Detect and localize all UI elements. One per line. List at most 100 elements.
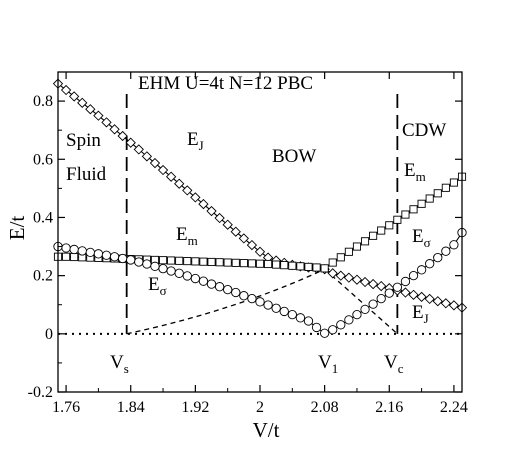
label-vc: Vc bbox=[384, 352, 404, 376]
point-square-41 bbox=[385, 221, 394, 230]
y-tick-label-5: 0.8 bbox=[33, 93, 53, 110]
point-diamond-47 bbox=[432, 296, 443, 307]
point-circle-27 bbox=[271, 303, 281, 313]
point-square-36 bbox=[344, 247, 353, 256]
point-circle-35 bbox=[336, 320, 346, 330]
label-ej-right: EJ bbox=[412, 302, 429, 326]
point-circle-20 bbox=[214, 282, 225, 292]
point-circle-6 bbox=[101, 250, 112, 260]
point-diamond-6 bbox=[101, 117, 112, 128]
point-square-44 bbox=[409, 205, 418, 214]
label-ej-left: EJ bbox=[187, 129, 204, 153]
point-square-17 bbox=[191, 257, 200, 266]
x-tick-label-1: 1.84 bbox=[117, 399, 145, 416]
point-square-43 bbox=[401, 210, 410, 219]
point-circle-33 bbox=[319, 328, 330, 338]
point-circle-49 bbox=[449, 240, 459, 250]
point-circle-9 bbox=[126, 255, 136, 265]
point-diamond-10 bbox=[133, 144, 144, 155]
point-square-15 bbox=[175, 256, 184, 265]
point-square-24 bbox=[247, 259, 256, 268]
point-circle-42 bbox=[392, 282, 403, 292]
point-circle-34 bbox=[328, 325, 338, 335]
region-label-cdw: CDW bbox=[402, 120, 446, 141]
point-circle-47 bbox=[433, 252, 443, 263]
point-square-28 bbox=[280, 261, 289, 270]
region-label-spin: Spin bbox=[66, 130, 101, 151]
point-square-1 bbox=[62, 252, 71, 261]
point-circle-5 bbox=[93, 249, 104, 259]
point-square-37 bbox=[352, 242, 362, 251]
x-tick-label-0: 1.76 bbox=[52, 399, 80, 416]
point-circle-15 bbox=[174, 268, 184, 278]
point-diamond-44 bbox=[408, 289, 419, 300]
point-square-23 bbox=[239, 259, 248, 268]
point-square-46 bbox=[425, 194, 434, 203]
point-diamond-43 bbox=[400, 287, 411, 298]
point-square-30 bbox=[296, 262, 305, 271]
point-circle-17 bbox=[190, 273, 201, 284]
point-square-14 bbox=[167, 256, 176, 265]
chart-title: EHM U=4t N=12 PBC bbox=[138, 73, 313, 94]
point-diamond-5 bbox=[93, 110, 104, 121]
point-circle-7 bbox=[109, 252, 120, 262]
y-tick-label-0: -0.2 bbox=[28, 384, 53, 401]
point-circle-16 bbox=[182, 271, 192, 281]
y-tick-label-2: 0.2 bbox=[33, 268, 53, 285]
point-square-40 bbox=[377, 226, 386, 235]
point-circle-11 bbox=[142, 259, 152, 269]
chart-labels: EHM U=4t N=12 PBC V/t E/t Spin Fluid BOW… bbox=[5, 73, 446, 442]
point-diamond-12 bbox=[149, 157, 161, 169]
chart-marks bbox=[52, 78, 468, 338]
label-em-right: Em bbox=[404, 160, 426, 184]
point-diamond-48 bbox=[440, 298, 451, 309]
point-diamond-25 bbox=[254, 246, 266, 257]
point-diamond-22 bbox=[230, 226, 241, 237]
point-square-32 bbox=[312, 263, 321, 272]
point-diamond-15 bbox=[174, 178, 185, 189]
label-v1: V1 bbox=[318, 352, 338, 376]
label-em-left: Em bbox=[176, 224, 198, 248]
point-circle-31 bbox=[303, 316, 314, 326]
point-square-18 bbox=[199, 257, 208, 266]
point-diamond-19 bbox=[206, 205, 217, 217]
point-diamond-8 bbox=[117, 130, 128, 142]
y-tick-label-4: 0.6 bbox=[33, 151, 53, 168]
point-circle-25 bbox=[255, 297, 265, 307]
point-circle-18 bbox=[198, 276, 209, 286]
point-diamond-23 bbox=[238, 233, 249, 244]
point-diamond-49 bbox=[448, 300, 460, 311]
point-diamond-1 bbox=[60, 84, 72, 96]
y-axis-title: E/t bbox=[5, 216, 29, 241]
point-diamond-40 bbox=[376, 280, 387, 292]
point-circle-26 bbox=[263, 300, 273, 310]
point-square-33 bbox=[320, 264, 329, 273]
point-circle-45 bbox=[416, 265, 427, 275]
dashed-curve-0 bbox=[126, 268, 325, 335]
point-diamond-7 bbox=[109, 124, 120, 135]
point-square-39 bbox=[369, 231, 378, 240]
region-label-fluid: Fluid bbox=[66, 164, 107, 185]
point-circle-12 bbox=[150, 261, 160, 271]
point-diamond-45 bbox=[416, 291, 427, 303]
point-square-47 bbox=[433, 189, 442, 198]
point-square-31 bbox=[304, 262, 313, 271]
series-line-0 bbox=[57, 83, 463, 309]
point-diamond-18 bbox=[198, 198, 209, 210]
point-circle-38 bbox=[360, 304, 370, 315]
point-diamond-36 bbox=[343, 272, 355, 283]
label-esigma-right: Eσ bbox=[412, 226, 431, 250]
point-diamond-9 bbox=[125, 137, 136, 148]
region-label-bow: BOW bbox=[272, 146, 316, 167]
point-circle-19 bbox=[206, 279, 217, 289]
point-diamond-24 bbox=[246, 239, 258, 251]
point-circle-10 bbox=[134, 257, 144, 267]
point-square-27 bbox=[272, 260, 281, 269]
point-circle-30 bbox=[295, 313, 306, 323]
point-circle-13 bbox=[158, 264, 168, 274]
point-circle-37 bbox=[352, 309, 362, 320]
point-circle-4 bbox=[85, 247, 95, 258]
point-diamond-20 bbox=[214, 212, 225, 224]
point-square-20 bbox=[215, 258, 224, 267]
x-tick-label-4: 2.08 bbox=[311, 399, 339, 416]
